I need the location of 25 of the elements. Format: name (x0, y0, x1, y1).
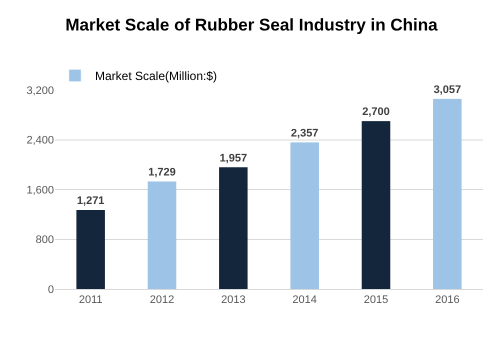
chart-title: Market Scale of Rubber Seal Industry in China (65, 15, 438, 34)
data-label: 1,957 (220, 152, 248, 164)
y-tick-label: 0 (48, 284, 54, 296)
data-label: 1,271 (76, 194, 104, 207)
legend-label: Market Scale(Million:$) (95, 69, 218, 84)
data-label: 3,057 (434, 84, 462, 96)
bar (433, 98, 462, 289)
y-tick-label: 800 (36, 234, 54, 246)
bar (148, 181, 176, 289)
bar (219, 167, 248, 289)
y-tick-label: 3,200 (26, 84, 54, 97)
x-tick-label: 2014 (292, 294, 317, 306)
bar (76, 210, 105, 289)
x-tick-label: 2013 (221, 294, 246, 306)
x-tick-label: 2015 (364, 294, 388, 306)
y-tick-label: 1,600 (26, 184, 54, 196)
data-label: 2,357 (290, 127, 318, 140)
data-label: 1,729 (148, 166, 176, 178)
x-tick-label: 2011 (78, 294, 102, 306)
y-tick-label: 2,400 (26, 134, 54, 147)
x-tick-label: 2012 (150, 294, 174, 306)
data-label: 2,700 (362, 106, 390, 118)
bar (290, 142, 319, 289)
x-tick-label: 2016 (435, 294, 460, 306)
bar (362, 121, 390, 289)
